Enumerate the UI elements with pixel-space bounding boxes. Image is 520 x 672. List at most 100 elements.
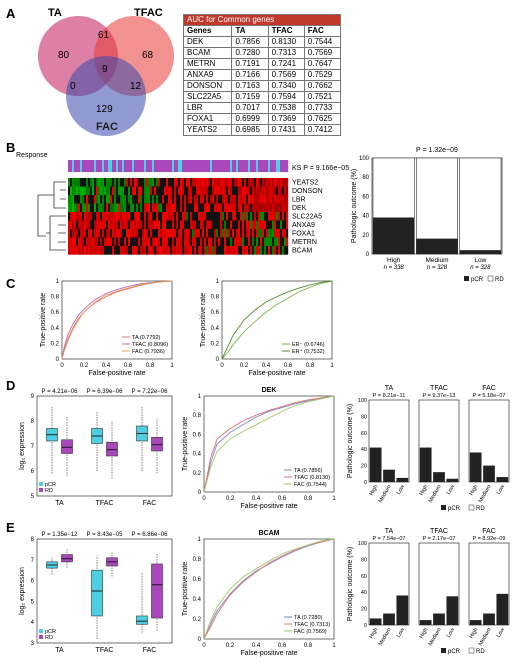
subchart-p-value: P = 2.17e−07	[423, 536, 456, 542]
x-tick-label: 0	[220, 363, 224, 369]
heatmap-cell	[180, 212, 183, 221]
heatmap-cell	[238, 178, 241, 187]
y-tick-label: 80	[361, 414, 367, 420]
heatmap-cell	[232, 203, 235, 213]
heatmap-cell	[68, 203, 71, 213]
response-cell	[228, 160, 231, 172]
heatmap-cell	[258, 246, 261, 255]
heatmap-cell	[118, 229, 121, 238]
heatmap-cell	[74, 229, 77, 238]
heatmap-cell	[76, 186, 79, 196]
heatmap-cell	[212, 220, 215, 230]
x-tick-label: 0.2	[226, 643, 235, 649]
heatmap-cell	[116, 220, 119, 230]
heatmap-cell	[242, 195, 245, 204]
response-cell	[140, 160, 143, 172]
heatmap-cell	[238, 203, 241, 213]
response-cell	[138, 160, 141, 172]
heatmap-cell	[214, 220, 217, 230]
heatmap-cell	[120, 246, 123, 255]
category-label: Low	[446, 484, 456, 496]
heatmap-cell	[130, 229, 133, 238]
roc-curve-line	[61, 280, 173, 360]
venn-count-tfac-only: 68	[142, 50, 154, 61]
heatmap-cell	[134, 220, 137, 230]
response-cell	[118, 160, 121, 172]
heatmap-cell	[94, 203, 97, 213]
heatmap-cell	[76, 246, 79, 255]
heatmap-cell	[196, 237, 199, 247]
heatmap-cell	[182, 246, 185, 255]
heatmap-cell	[74, 178, 77, 187]
heatmap-cell	[128, 195, 131, 204]
y-tick-label: 0.4	[211, 326, 220, 332]
heatmap-cell	[180, 186, 183, 196]
heatmap-cell	[188, 229, 191, 238]
heatmap-cell	[160, 195, 163, 204]
heatmap-cell	[146, 195, 149, 204]
heatmap-cell	[256, 229, 259, 238]
heatmap-cell	[220, 246, 223, 255]
heatmap-cell	[282, 212, 285, 221]
heatmap-cell	[86, 195, 89, 204]
panel-label-a: A	[6, 6, 16, 21]
group-label: TFAC	[96, 647, 114, 654]
heatmap-cell	[84, 195, 87, 204]
heatmap-cell	[114, 178, 117, 187]
heatmap-cell	[262, 203, 265, 213]
heatmap-cell	[144, 246, 147, 255]
heatmap-cell	[218, 246, 221, 255]
response-cell	[210, 160, 213, 172]
heatmap-cell	[182, 237, 185, 247]
heatmap-cell	[218, 237, 221, 247]
auc-value-cell: 0.7662	[303, 80, 342, 92]
heatmap-cell	[194, 203, 197, 213]
heatmap-cell	[120, 195, 123, 204]
subchart-p-value: P = 5.18e−07	[473, 393, 506, 399]
heatmap-cell	[98, 220, 101, 230]
response-cell	[86, 160, 89, 172]
heatmap-cell	[70, 203, 73, 213]
heatmap-cell	[190, 246, 193, 255]
heatmap-cell	[138, 246, 141, 255]
heatmap-cell	[232, 212, 235, 221]
heatmap-cell	[200, 203, 203, 213]
heatmap-cell	[264, 237, 267, 247]
heatmap-cell	[230, 237, 233, 247]
heatmap-cell	[90, 229, 93, 238]
heatmap-cell	[252, 237, 255, 247]
heatmap-cell	[168, 246, 171, 255]
y-tick-label: 40	[361, 590, 367, 596]
heatmap-cell	[208, 203, 211, 213]
heatmap-cell	[84, 186, 87, 196]
response-cell	[222, 160, 225, 172]
heatmap-cell	[232, 195, 235, 204]
heatmap-cell	[174, 186, 177, 196]
heatmap-cell	[198, 229, 201, 238]
heatmap-cell	[72, 212, 75, 221]
heatmap-cell	[158, 178, 161, 187]
heatmap-cell	[90, 186, 93, 196]
heatmap-cell	[106, 178, 109, 187]
heatmap-cell	[260, 195, 263, 204]
heatmap-cell	[74, 186, 77, 196]
heatmap-cell	[192, 178, 195, 187]
y-tick-label: 8	[31, 537, 35, 543]
response-cell	[272, 160, 275, 172]
heatmap-cell	[206, 246, 209, 255]
heatmap-cell	[136, 237, 139, 247]
heatmap-cell	[84, 246, 87, 255]
heatmap-cell	[236, 229, 239, 238]
auc-value-cell: 0.7733	[303, 102, 342, 114]
heatmap-cell	[202, 229, 205, 238]
heatmap-cell	[154, 220, 157, 230]
heatmap-cell	[286, 178, 289, 187]
heatmap-cell	[124, 186, 127, 196]
y-tick-label: 0.4	[51, 326, 60, 332]
heatmap-cell	[92, 229, 95, 238]
heatmap-cell	[208, 212, 211, 221]
heatmap-cell	[216, 237, 219, 247]
heatmap-cell	[278, 195, 281, 204]
heatmap-cell	[128, 203, 131, 213]
heatmap-cell	[204, 246, 207, 255]
